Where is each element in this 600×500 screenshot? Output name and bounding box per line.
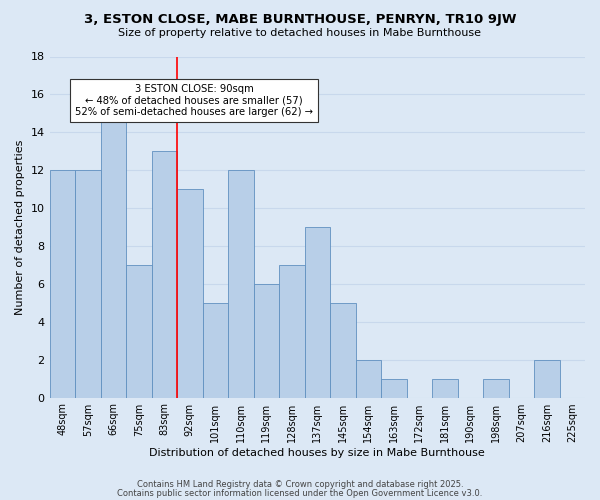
Text: Size of property relative to detached houses in Mabe Burnthouse: Size of property relative to detached ho…: [119, 28, 482, 38]
Bar: [254, 284, 279, 398]
Text: 3, ESTON CLOSE, MABE BURNTHOUSE, PENRYN, TR10 9JW: 3, ESTON CLOSE, MABE BURNTHOUSE, PENRYN,…: [84, 12, 516, 26]
Bar: [356, 360, 381, 398]
Bar: [381, 378, 407, 398]
Bar: [75, 170, 101, 398]
Bar: [279, 265, 305, 398]
Bar: [330, 303, 356, 398]
X-axis label: Distribution of detached houses by size in Mabe Burnthouse: Distribution of detached houses by size …: [149, 448, 485, 458]
Bar: [126, 265, 152, 398]
Bar: [228, 170, 254, 398]
Bar: [177, 189, 203, 398]
Bar: [483, 378, 509, 398]
Bar: [534, 360, 560, 398]
Text: 3 ESTON CLOSE: 90sqm
← 48% of detached houses are smaller (57)
52% of semi-detac: 3 ESTON CLOSE: 90sqm ← 48% of detached h…: [75, 84, 313, 117]
Bar: [50, 170, 75, 398]
Bar: [152, 151, 177, 398]
Bar: [305, 227, 330, 398]
Bar: [432, 378, 458, 398]
Bar: [203, 303, 228, 398]
Text: Contains HM Land Registry data © Crown copyright and database right 2025.: Contains HM Land Registry data © Crown c…: [137, 480, 463, 489]
Y-axis label: Number of detached properties: Number of detached properties: [15, 140, 25, 314]
Text: Contains public sector information licensed under the Open Government Licence v3: Contains public sector information licen…: [118, 489, 482, 498]
Bar: [101, 114, 126, 398]
